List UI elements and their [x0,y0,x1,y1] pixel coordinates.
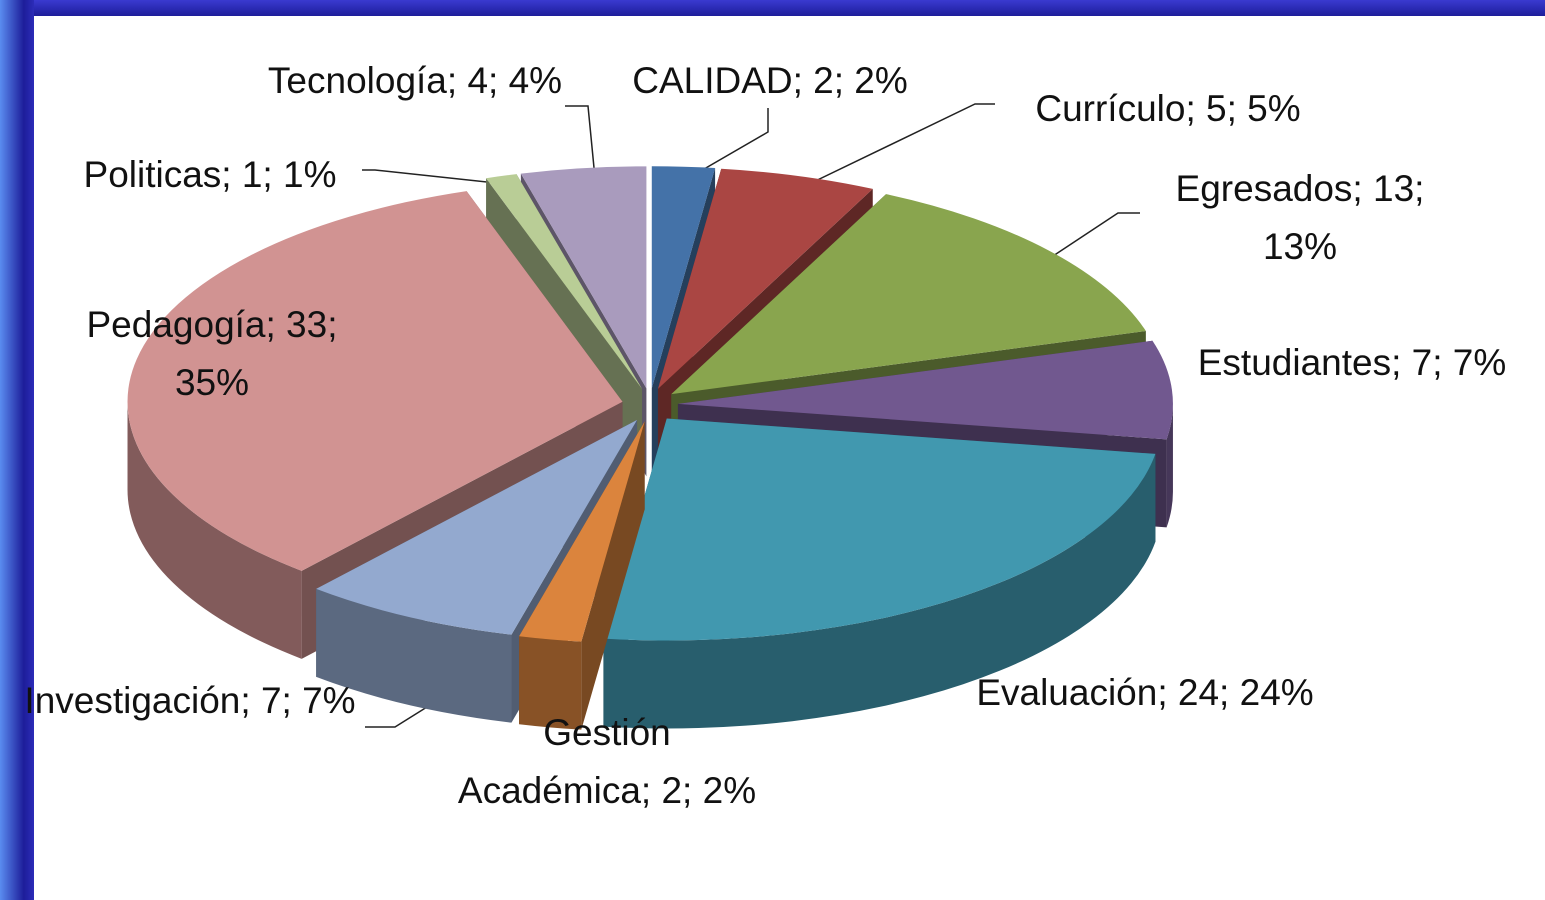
leader-lines [362,103,1140,728]
data-label: Evaluación; 24; 24% [976,672,1314,713]
slice [127,191,623,571]
leader-line [365,701,436,728]
slice-outer-wall [1166,403,1173,528]
data-label: Gestión Académica; 2; 2% [457,712,757,811]
leader-line [691,108,769,177]
data-label: Politicas; 1; 1% [83,154,337,195]
slice [677,340,1173,440]
slice-outer-wall [519,636,582,730]
slice-outer-wall [316,588,512,723]
leader-line [565,105,596,179]
leader-line [1049,212,1140,259]
slice [671,194,1146,395]
data-label: Investigación; 7; 7% [24,680,356,721]
frame-left [0,0,34,900]
data-label: Pedagogía; 33; 35% [86,304,338,403]
data-label: Egresados; 13; 13% [1175,168,1425,267]
slice-outer-wall [603,453,1156,729]
slice [603,418,1156,641]
slice-outer-wall [127,401,302,659]
slice [316,419,638,635]
data-label: Tecnología; 4; 4% [267,60,563,101]
data-label: CALIDAD; 2; 2% [632,60,908,101]
slice [519,421,645,642]
slice-side-face [581,421,645,730]
data-label: Estudiantes; 7; 7% [1197,342,1507,383]
slice [651,166,716,389]
slice [519,421,645,730]
slice [486,174,643,389]
data-label: Currículo; 5; 5% [1035,88,1301,129]
leader-line [804,103,995,187]
slice [657,168,873,389]
frame-top [0,0,1545,16]
slice [603,418,1156,729]
leader-line [362,169,516,186]
slice [520,166,647,389]
